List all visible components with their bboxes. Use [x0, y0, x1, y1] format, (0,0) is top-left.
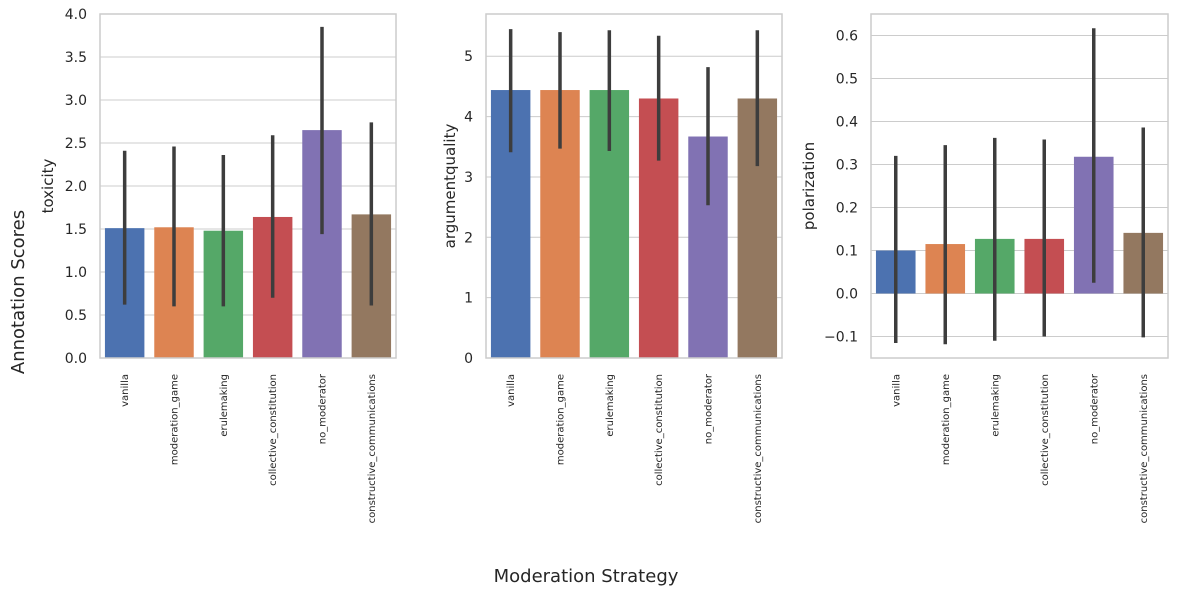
x-tick-label: erulemaking: [605, 374, 616, 437]
y-tick-label: 0.1: [836, 244, 858, 260]
x-tick-label: constructive_communications: [1139, 374, 1150, 523]
x-tick-label: moderation_game: [556, 374, 567, 465]
y-tick-label: 4.0: [65, 7, 87, 23]
x-tick-label: no_moderator: [318, 373, 329, 444]
x-tick-label: moderation_game: [941, 374, 952, 465]
y-tick-label: 1.5: [65, 222, 87, 238]
y-tick-label: 0.0: [836, 287, 858, 303]
y-tick-label: 0.3: [836, 158, 858, 174]
y-tick-label: 1: [464, 291, 473, 307]
y-axis-label: polarization: [800, 142, 818, 230]
subplot-1: 0.0 0.5 1.0 1.5 2.0 2.5 3.0 3.5 4.0 vanilla modera…: [39, 7, 397, 523]
y-tick-label: 2.0: [65, 179, 87, 195]
y-axis-label: toxicity: [39, 158, 57, 213]
y-tick-label: 5: [464, 49, 473, 65]
x-tick-label: no_moderator: [1089, 373, 1100, 444]
y-tick-label: 4: [464, 110, 473, 126]
axes-frame: [485, 13, 783, 359]
y-tick-label: 0.4: [836, 115, 858, 131]
y-tick-label: −0.1: [824, 330, 858, 346]
x-tick-label: collective_constitution: [268, 374, 279, 486]
y-tick-label: 3.5: [65, 50, 87, 66]
x-tick-label: moderation_game: [170, 374, 181, 465]
x-tick-label: no_moderator: [704, 373, 715, 444]
y-tick-label: 3: [464, 170, 473, 186]
y-tick-label: 2.5: [65, 136, 87, 152]
figure-y-label: Annotation Scores: [8, 210, 29, 374]
x-tick-label: collective_constitution: [1040, 374, 1051, 486]
x-tick-label: collective_constitution: [654, 374, 665, 486]
x-tick-label: vanilla: [891, 374, 902, 407]
y-tick-label: 0.5: [836, 72, 858, 88]
x-tick-label: constructive_communications: [753, 374, 764, 523]
figure-x-label: Moderation Strategy: [494, 566, 679, 587]
subplot-3: −0.1 0.0 0.1 0.2 0.3 0.4 0.5 0.6 vanilla moderati…: [800, 13, 1169, 523]
y-tick-label: 2: [464, 230, 473, 246]
x-tick-label: vanilla: [120, 374, 131, 407]
y-tick-label: 0.6: [836, 29, 858, 45]
axes-frame: [870, 13, 1169, 359]
subplot-2: 0 1 2 3 4 5 vanilla moderation_game erulemaking c…: [441, 13, 783, 523]
x-tick-label: erulemaking: [990, 374, 1001, 437]
y-axis-label: argumentquality: [441, 124, 459, 249]
y-tick-label: 1.0: [65, 265, 87, 281]
x-tick-label: vanilla: [506, 374, 517, 407]
y-tick-label: 0.5: [65, 308, 87, 324]
axes-frame: [99, 13, 397, 359]
y-tick-label: 0.0: [65, 351, 87, 367]
y-tick-label: 3.0: [65, 93, 87, 109]
y-tick-label: 0: [464, 351, 473, 367]
x-tick-label: erulemaking: [219, 374, 230, 437]
y-tick-label: 0.2: [836, 201, 858, 217]
x-tick-label: constructive_communications: [367, 374, 378, 523]
